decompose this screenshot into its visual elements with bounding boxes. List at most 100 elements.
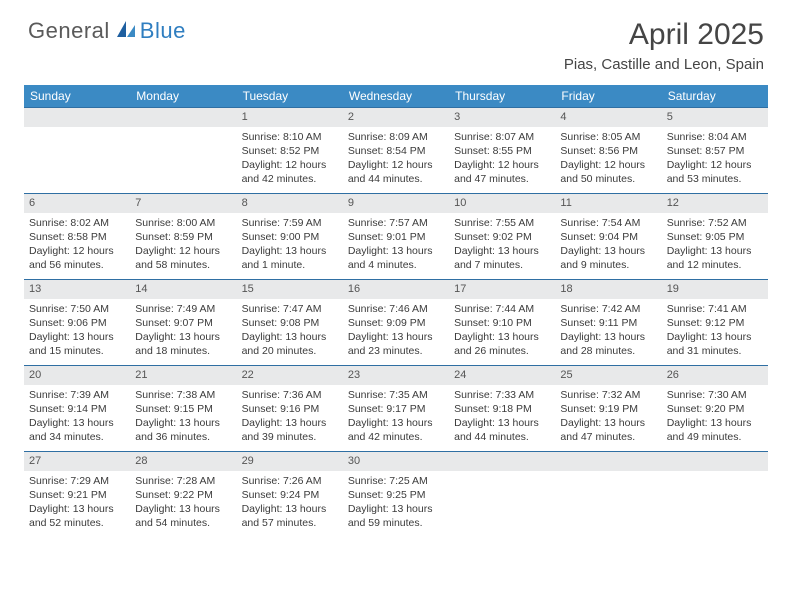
day-line: Daylight: 12 hours — [135, 244, 231, 258]
day-number: 6 — [24, 194, 130, 213]
day-line: and 9 minutes. — [560, 258, 656, 272]
day-body: Sunrise: 8:09 AMSunset: 8:54 PMDaylight:… — [343, 127, 449, 190]
day-line: Sunset: 8:52 PM — [242, 144, 338, 158]
day-number — [24, 108, 130, 127]
title-block: April 2025 Pias, Castille and Leon, Spai… — [564, 18, 764, 73]
day-cell: 30Sunrise: 7:25 AMSunset: 9:25 PMDayligh… — [343, 452, 449, 538]
day-line: Sunrise: 8:07 AM — [454, 130, 550, 144]
day-number: 14 — [130, 280, 236, 299]
day-number: 12 — [662, 194, 768, 213]
day-cell: 8Sunrise: 7:59 AMSunset: 9:00 PMDaylight… — [237, 194, 343, 280]
day-line: Sunrise: 7:47 AM — [242, 302, 338, 316]
day-line: Daylight: 13 hours — [560, 244, 656, 258]
day-line: Sunset: 9:20 PM — [667, 402, 763, 416]
day-body: Sunrise: 7:38 AMSunset: 9:15 PMDaylight:… — [130, 385, 236, 448]
day-line: Sunset: 9:08 PM — [242, 316, 338, 330]
day-line: Sunrise: 7:54 AM — [560, 216, 656, 230]
day-line: Sunset: 8:57 PM — [667, 144, 763, 158]
day-body: Sunrise: 7:57 AMSunset: 9:01 PMDaylight:… — [343, 213, 449, 276]
day-line: Sunset: 9:10 PM — [454, 316, 550, 330]
day-body: Sunrise: 7:47 AMSunset: 9:08 PMDaylight:… — [237, 299, 343, 362]
logo: General Blue — [28, 18, 186, 44]
dow-cell: Tuesday — [237, 85, 343, 108]
day-line: Sunset: 9:25 PM — [348, 488, 444, 502]
day-number: 3 — [449, 108, 555, 127]
day-line: Daylight: 13 hours — [454, 330, 550, 344]
day-line: and 18 minutes. — [135, 344, 231, 358]
week-row: 6Sunrise: 8:02 AMSunset: 8:58 PMDaylight… — [24, 194, 768, 280]
day-line: and 15 minutes. — [29, 344, 125, 358]
day-number: 1 — [237, 108, 343, 127]
page-subtitle: Pias, Castille and Leon, Spain — [564, 56, 764, 73]
week-row: 1Sunrise: 8:10 AMSunset: 8:52 PMDaylight… — [24, 108, 768, 194]
day-line: and 50 minutes. — [560, 172, 656, 186]
day-line: Sunset: 9:24 PM — [242, 488, 338, 502]
day-cell: 2Sunrise: 8:09 AMSunset: 8:54 PMDaylight… — [343, 108, 449, 194]
day-body: Sunrise: 8:02 AMSunset: 8:58 PMDaylight:… — [24, 213, 130, 276]
day-body: Sunrise: 7:29 AMSunset: 9:21 PMDaylight:… — [24, 471, 130, 534]
day-line: Sunrise: 7:39 AM — [29, 388, 125, 402]
day-cell: 12Sunrise: 7:52 AMSunset: 9:05 PMDayligh… — [662, 194, 768, 280]
day-number: 13 — [24, 280, 130, 299]
day-body: Sunrise: 7:44 AMSunset: 9:10 PMDaylight:… — [449, 299, 555, 362]
day-line: Daylight: 12 hours — [348, 158, 444, 172]
day-line: Sunset: 8:59 PM — [135, 230, 231, 244]
day-line: Sunset: 8:56 PM — [560, 144, 656, 158]
dow-cell: Saturday — [662, 85, 768, 108]
day-line: Sunrise: 7:44 AM — [454, 302, 550, 316]
day-cell: 28Sunrise: 7:28 AMSunset: 9:22 PMDayligh… — [130, 452, 236, 538]
day-cell — [130, 108, 236, 194]
day-line: Daylight: 13 hours — [348, 416, 444, 430]
day-line: Sunrise: 8:09 AM — [348, 130, 444, 144]
day-number — [130, 108, 236, 127]
day-line: Sunset: 9:21 PM — [29, 488, 125, 502]
day-line: Sunrise: 7:28 AM — [135, 474, 231, 488]
day-line: and 12 minutes. — [667, 258, 763, 272]
day-number: 26 — [662, 366, 768, 385]
day-cell: 21Sunrise: 7:38 AMSunset: 9:15 PMDayligh… — [130, 366, 236, 452]
dow-cell: Sunday — [24, 85, 130, 108]
day-line: Sunrise: 7:36 AM — [242, 388, 338, 402]
day-cell: 25Sunrise: 7:32 AMSunset: 9:19 PMDayligh… — [555, 366, 661, 452]
day-cell: 14Sunrise: 7:49 AMSunset: 9:07 PMDayligh… — [130, 280, 236, 366]
day-cell: 23Sunrise: 7:35 AMSunset: 9:17 PMDayligh… — [343, 366, 449, 452]
day-line: and 4 minutes. — [348, 258, 444, 272]
day-body: Sunrise: 7:30 AMSunset: 9:20 PMDaylight:… — [662, 385, 768, 448]
day-line: and 52 minutes. — [29, 516, 125, 530]
day-number: 4 — [555, 108, 661, 127]
day-cell: 11Sunrise: 7:54 AMSunset: 9:04 PMDayligh… — [555, 194, 661, 280]
day-line: Daylight: 12 hours — [454, 158, 550, 172]
day-line: and 23 minutes. — [348, 344, 444, 358]
day-line: Sunset: 9:14 PM — [29, 402, 125, 416]
day-cell: 5Sunrise: 8:04 AMSunset: 8:57 PMDaylight… — [662, 108, 768, 194]
day-line: Daylight: 13 hours — [135, 330, 231, 344]
day-line: Sunrise: 7:38 AM — [135, 388, 231, 402]
week-row: 13Sunrise: 7:50 AMSunset: 9:06 PMDayligh… — [24, 280, 768, 366]
day-body: Sunrise: 7:59 AMSunset: 9:00 PMDaylight:… — [237, 213, 343, 276]
day-line: and 28 minutes. — [560, 344, 656, 358]
day-line: and 58 minutes. — [135, 258, 231, 272]
day-line: Sunrise: 7:59 AM — [242, 216, 338, 230]
day-line: and 56 minutes. — [29, 258, 125, 272]
day-number: 25 — [555, 366, 661, 385]
day-line: Daylight: 12 hours — [242, 158, 338, 172]
day-line: Sunrise: 7:55 AM — [454, 216, 550, 230]
day-line: Sunset: 8:55 PM — [454, 144, 550, 158]
day-cell: 17Sunrise: 7:44 AMSunset: 9:10 PMDayligh… — [449, 280, 555, 366]
day-cell: 20Sunrise: 7:39 AMSunset: 9:14 PMDayligh… — [24, 366, 130, 452]
day-line: Sunrise: 8:05 AM — [560, 130, 656, 144]
day-line: Sunrise: 8:10 AM — [242, 130, 338, 144]
day-body: Sunrise: 7:49 AMSunset: 9:07 PMDaylight:… — [130, 299, 236, 362]
day-number: 18 — [555, 280, 661, 299]
day-cell: 24Sunrise: 7:33 AMSunset: 9:18 PMDayligh… — [449, 366, 555, 452]
day-number: 11 — [555, 194, 661, 213]
day-line: Daylight: 12 hours — [29, 244, 125, 258]
day-line: Sunset: 9:12 PM — [667, 316, 763, 330]
day-body: Sunrise: 8:07 AMSunset: 8:55 PMDaylight:… — [449, 127, 555, 190]
day-number: 5 — [662, 108, 768, 127]
day-cell: 15Sunrise: 7:47 AMSunset: 9:08 PMDayligh… — [237, 280, 343, 366]
day-body: Sunrise: 7:25 AMSunset: 9:25 PMDaylight:… — [343, 471, 449, 534]
day-cell — [24, 108, 130, 194]
day-line: Daylight: 12 hours — [560, 158, 656, 172]
dow-cell: Friday — [555, 85, 661, 108]
